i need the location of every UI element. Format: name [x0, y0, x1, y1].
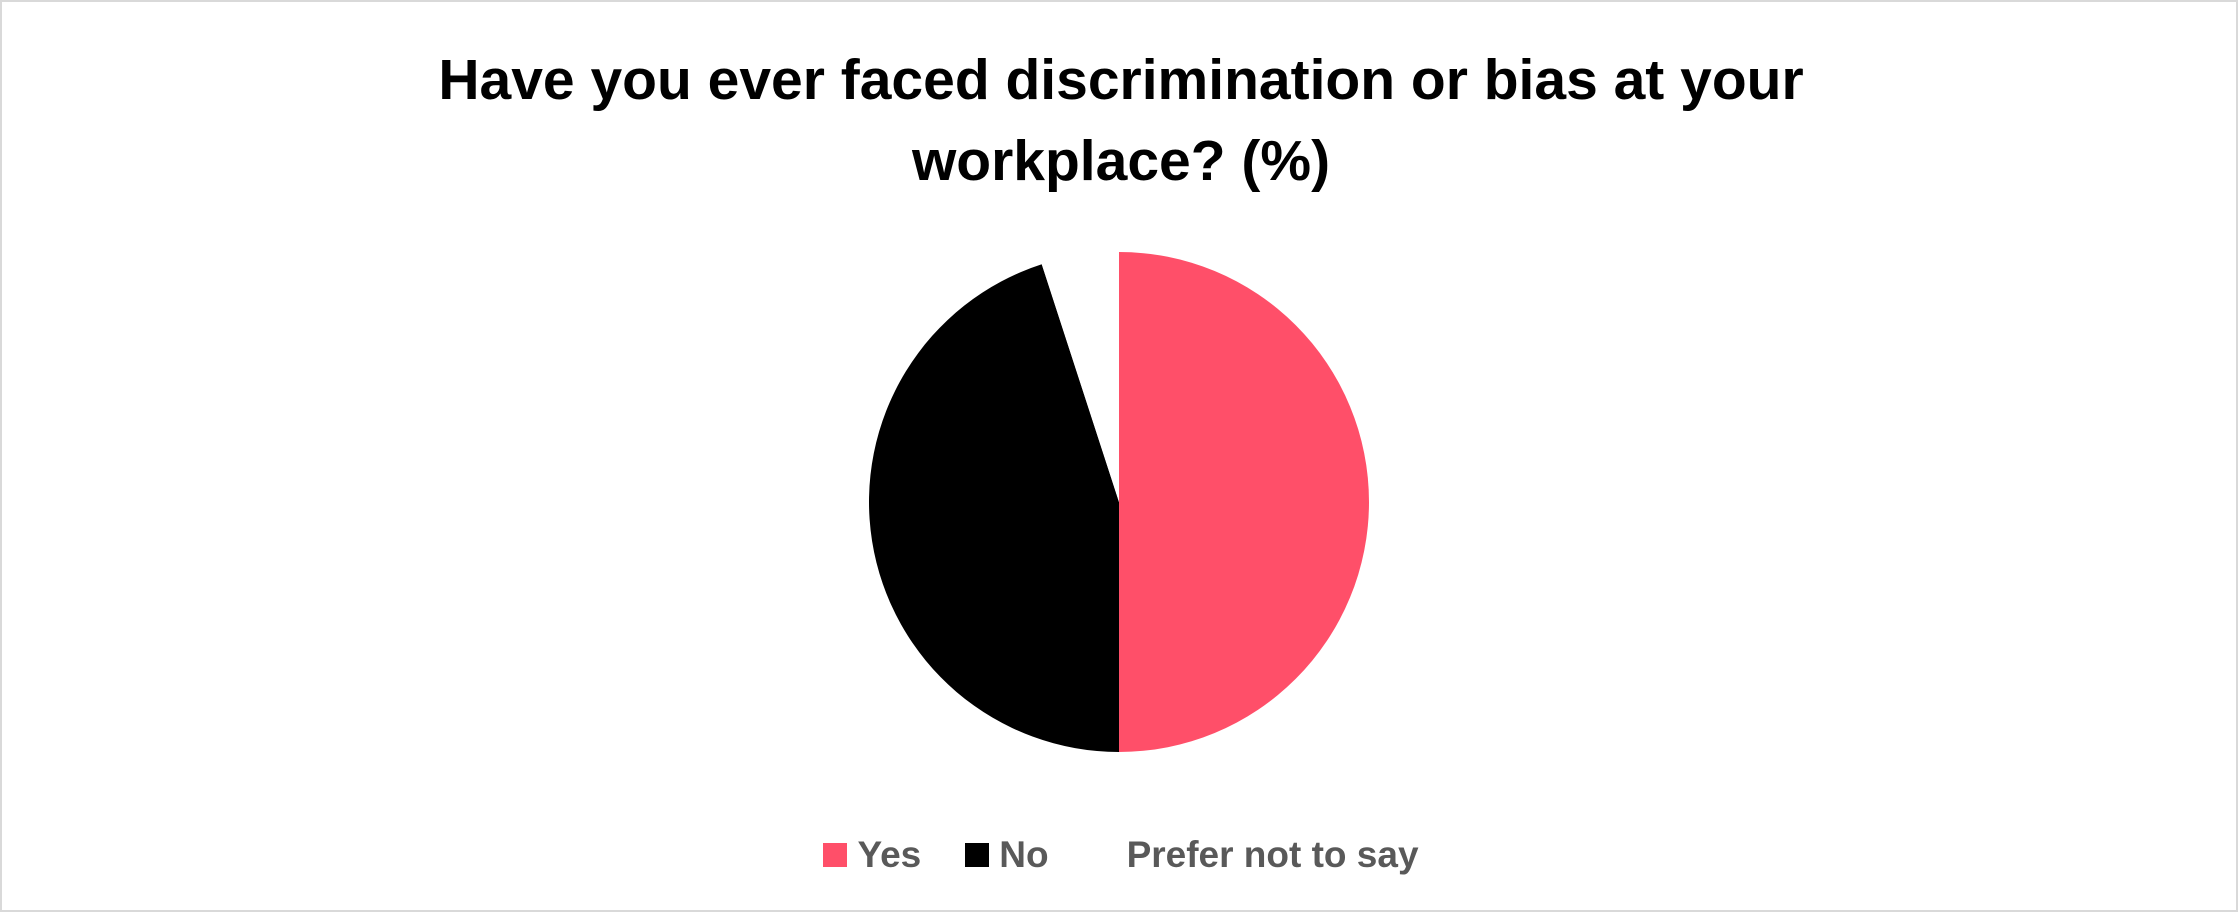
pie-slice	[1119, 252, 1369, 752]
legend-label: Prefer not to say	[1126, 834, 1419, 875]
legend-swatch	[965, 843, 990, 867]
chart-title: Have you ever faced discrimination or bi…	[438, 48, 1804, 193]
legend-label: No	[999, 834, 1049, 875]
legend: Yes No Prefer not to say	[2, 834, 2238, 876]
legend-entry: Prefer not to say	[1092, 834, 1419, 876]
legend-entry: Yes	[823, 834, 921, 876]
legend-swatch	[1092, 843, 1117, 867]
pie-slice	[1041, 252, 1119, 502]
legend-swatch	[823, 843, 848, 867]
legend-label: Yes	[857, 834, 922, 875]
legend-entry: No	[965, 834, 1049, 876]
pie-slice	[869, 264, 1119, 752]
